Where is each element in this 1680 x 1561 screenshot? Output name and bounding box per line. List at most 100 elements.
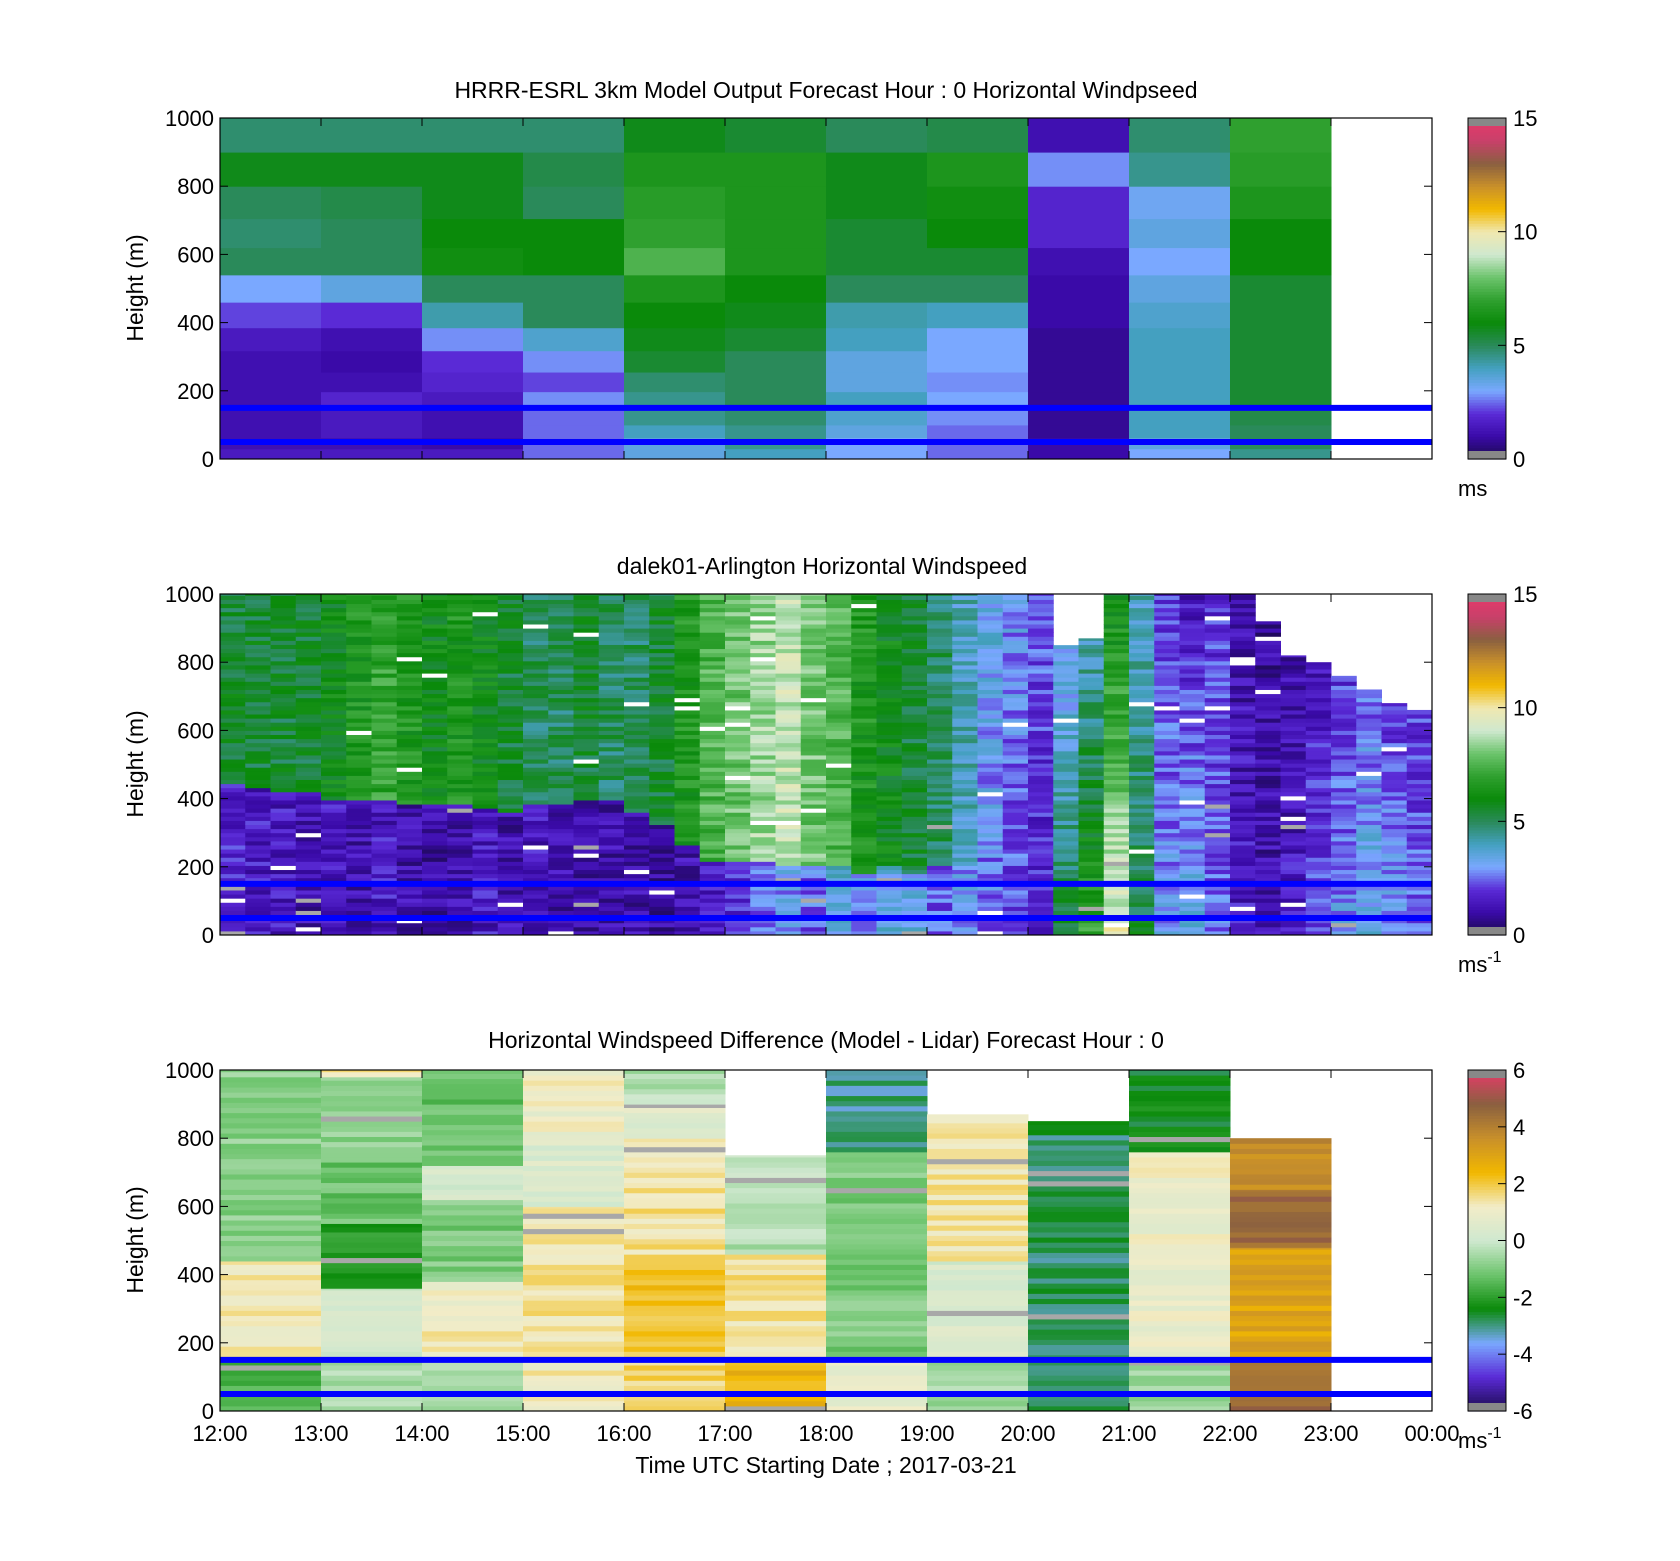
lidar-cell	[422, 775, 448, 781]
lidar-cell	[472, 767, 499, 772]
lidar-cell	[750, 648, 776, 654]
lidar-cell	[775, 885, 802, 891]
lidar-cell	[750, 722, 776, 727]
lidar-cell	[396, 910, 423, 916]
lidar-cell	[876, 816, 903, 821]
colorbar-swatch	[1468, 422, 1506, 426]
difference-cell	[1028, 1160, 1130, 1166]
colorbar-swatch	[1468, 294, 1506, 298]
lidar-cell	[1356, 828, 1382, 834]
lidar-cell	[901, 865, 928, 871]
lidar-cell	[220, 705, 246, 711]
lidar-cell	[826, 644, 852, 650]
colorbar-swatch	[1468, 855, 1506, 859]
lidar-cell	[1129, 624, 1155, 629]
lidar-cell	[295, 812, 322, 817]
lidar-cell	[472, 709, 499, 715]
lidar-cell	[1129, 673, 1155, 678]
lidar-cell	[1230, 877, 1256, 883]
lidar-cell	[1053, 840, 1079, 846]
lidar-cell	[927, 840, 953, 846]
lidar-cell	[901, 795, 928, 801]
lidar-cell	[396, 812, 423, 817]
lidar-cell	[826, 730, 852, 735]
difference-cell	[624, 1182, 726, 1189]
lidar-cell	[1002, 673, 1029, 678]
lidar-cell	[1356, 824, 1382, 830]
lidar-cell	[624, 832, 650, 838]
colorbar-swatch	[1468, 835, 1506, 839]
lidar-cell	[371, 820, 398, 826]
difference-cell	[220, 1076, 322, 1083]
lidar-cell	[573, 894, 600, 899]
lidar-cell	[1129, 791, 1155, 797]
lidar-cell	[826, 832, 852, 838]
lidar-cell	[725, 730, 751, 735]
lidar-cell	[775, 771, 802, 776]
lidar-cell	[321, 808, 347, 813]
lidar-cell	[295, 664, 322, 670]
lidar-cell	[598, 759, 625, 764]
lidar-cell	[321, 902, 347, 907]
lidar-cell	[371, 898, 398, 903]
lidar-cell	[346, 685, 372, 690]
model-cell	[1028, 218, 1130, 249]
lidar-cell	[548, 898, 574, 903]
lidar-cell	[371, 624, 398, 629]
lidar-cell	[1103, 636, 1130, 641]
colorbar-swatch	[1468, 770, 1506, 774]
difference-cell	[1028, 1318, 1130, 1325]
lidar-cell	[800, 709, 827, 715]
lidar-cell	[1103, 873, 1130, 879]
lidar-cell	[1230, 902, 1256, 907]
difference-cell	[321, 1076, 423, 1081]
difference-cell	[220, 1102, 322, 1109]
lidar-cell	[1280, 861, 1307, 866]
lidar-cell	[1078, 857, 1105, 862]
lidar-cell	[1356, 759, 1382, 764]
lidar-cell	[270, 709, 297, 715]
lidar-cell	[624, 693, 650, 699]
lidar-cell	[295, 791, 322, 797]
lidar-cell	[245, 685, 271, 690]
lidar-cell	[396, 898, 423, 903]
lidar-cell	[1002, 840, 1029, 846]
lidar-cell	[977, 844, 1004, 850]
y-tick-label: 600	[177, 242, 214, 267]
lidar-cell	[1103, 718, 1130, 723]
lidar-cell	[1255, 922, 1281, 928]
difference-cell	[725, 1300, 827, 1306]
lidar-cell	[346, 836, 372, 842]
lidar-cell	[1053, 709, 1079, 715]
lidar-cell	[851, 701, 877, 707]
lidar-cell	[624, 889, 650, 895]
lidar-cell	[245, 889, 271, 895]
lidar-cell	[245, 734, 271, 740]
difference-cell	[523, 1150, 625, 1156]
lidar-cell	[220, 685, 246, 690]
difference-cell	[523, 1385, 625, 1392]
lidar-cell	[775, 730, 802, 735]
lidar-cell	[447, 906, 473, 911]
lidar-cell	[952, 799, 978, 805]
difference-cell	[725, 1162, 827, 1168]
lidar-cell	[1331, 930, 1357, 935]
lidar-cell	[598, 828, 625, 834]
lidar-cell	[699, 693, 726, 699]
lidar-cell	[497, 611, 524, 617]
lidar-cell	[245, 804, 271, 809]
lidar-cell	[649, 611, 675, 617]
lidar-cell	[245, 726, 271, 731]
lidar-cell	[1002, 750, 1029, 756]
lidar-cell	[1002, 648, 1029, 654]
lidar-cell	[1103, 722, 1130, 727]
colorbar-swatch	[1468, 314, 1506, 318]
lidar-cell	[775, 930, 802, 935]
colorbar-swatch	[1468, 402, 1506, 406]
lidar-cell	[725, 681, 751, 686]
colorbar-swatch	[1468, 277, 1506, 281]
lidar-cell	[1204, 730, 1231, 735]
lidar-cell	[270, 799, 297, 805]
lidar-cell	[800, 673, 827, 678]
lidar-cell	[447, 804, 473, 809]
